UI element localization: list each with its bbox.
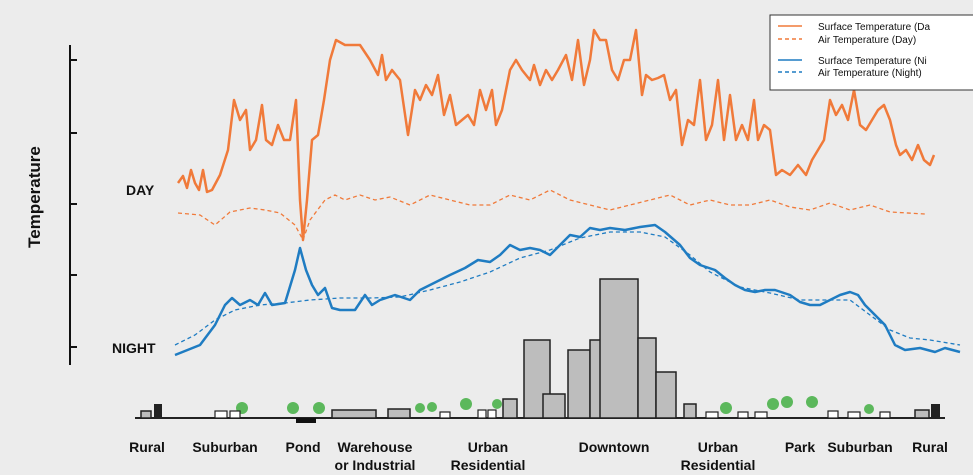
night-label: NIGHT <box>112 340 156 356</box>
zone-label: Park <box>785 439 816 455</box>
legend: Surface Temperature (Da Air Temperature … <box>769 14 973 91</box>
zone-label: Downtown <box>579 439 650 455</box>
legend-label: Air Temperature (Night) <box>818 68 922 79</box>
zone-label: Pond <box>286 439 321 455</box>
landscape <box>135 278 945 423</box>
zone-label: Urban <box>698 439 738 455</box>
air-day-curve <box>177 189 926 242</box>
legend-label: Surface Temperature (Ni <box>818 56 927 67</box>
zone-label: Residential <box>681 457 756 473</box>
day-label: DAY <box>126 182 155 198</box>
axis <box>69 45 77 365</box>
surface-day-curve <box>176 28 936 242</box>
legend-label: Air Temperature (Day) <box>818 35 916 46</box>
zone-label: Suburban <box>192 439 257 455</box>
zone-label: Urban <box>468 439 508 455</box>
surface-night-curve <box>174 223 961 357</box>
zone-label: Rural <box>129 439 165 455</box>
zone-label: Residential <box>451 457 526 473</box>
zone-label: or Industrial <box>335 457 416 473</box>
zone-label: Rural <box>912 439 948 455</box>
legend-label: Surface Temperature (Da <box>818 22 931 33</box>
zone-label: Warehouse <box>338 439 413 455</box>
axis-label: Temperature <box>25 146 44 248</box>
zone-label: Suburban <box>827 439 892 455</box>
zone-labels: Rural Suburban Pond Warehouse or Industrial U… <box>129 439 948 473</box>
